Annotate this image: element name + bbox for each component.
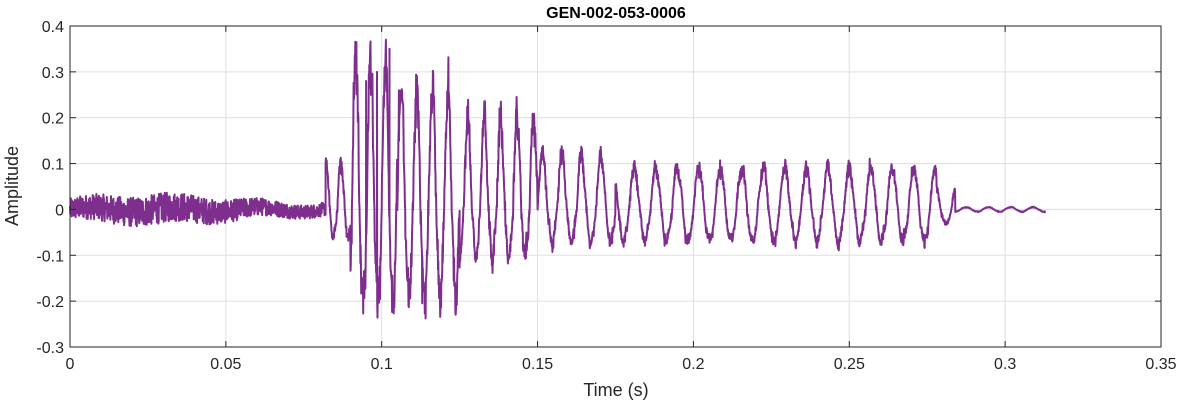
series-line [69,38,1047,320]
y-tick-label: -0.2 [36,294,64,311]
y-tick-label: -0.3 [36,340,64,357]
y-tick-label: 0.1 [42,157,64,174]
x-tick-label: 0.2 [682,356,704,373]
y-tick-label: 0.4 [42,19,64,36]
y-tick-label: 0.2 [42,111,64,128]
x-tick-label: 0 [66,356,75,373]
chart-title: GEN-002-053-0006 [546,5,686,22]
y-axis-label: Amplitude [2,146,22,226]
x-tick-label: 0.35 [1145,356,1176,373]
y-tick-label: 0.3 [42,65,64,82]
x-tick-label: 0.15 [522,356,553,373]
x-tick-label: 0.05 [210,356,241,373]
x-axis-label: Time (s) [583,380,648,400]
plot-area [69,38,1047,320]
axes-box [69,25,1162,348]
x-tick-label: 0.1 [371,356,393,373]
x-tick-label: 0.3 [994,356,1016,373]
x-tick-label: 0.25 [834,356,865,373]
y-tick-label: -0.1 [36,248,64,265]
y-tick-label: 0 [55,202,64,219]
ticks: 0 0.05 0.1 0.15 0.2 0.25 0.3 0.35 -0.3 -0.2 -0.1 0 0… [36,19,1176,373]
